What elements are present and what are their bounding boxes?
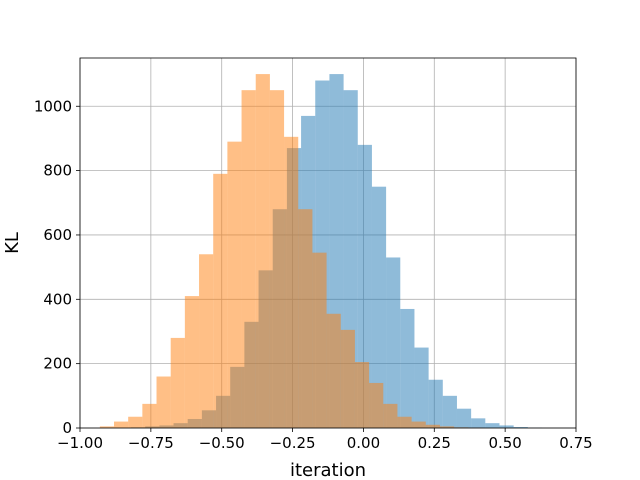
x-axis-ticks: −1.00 −0.75 −0.50 −0.25 0.00 0.25 0.50 0.75 [57, 428, 593, 452]
histogram-bar-series-2 [142, 403, 157, 428]
plot-frame [79, 57, 577, 429]
histogram-bar-series-2 [425, 424, 440, 428]
x-tick-label: 0.50 [488, 434, 521, 452]
histogram-bar-series-1 [414, 347, 429, 428]
y-axis-label: KL [2, 232, 23, 254]
histogram-bar-series-2 [170, 337, 185, 428]
y-tick-label: 1000 [34, 97, 72, 115]
histogram-bar-series-2 [369, 382, 384, 428]
histogram-bar-series-2 [397, 416, 412, 428]
y-axis-ticks: 0 200 400 600 800 1000 [34, 97, 80, 437]
histogram-bar-series-2 [269, 90, 285, 428]
histogram-bar-series-2 [326, 313, 341, 428]
x-axis-label: iteration [290, 460, 366, 480]
x-tick-label: −0.75 [128, 434, 174, 452]
histogram-bar-series-2 [199, 254, 214, 428]
histogram-bar-series-2 [354, 362, 370, 428]
histogram-bar-series-2 [298, 209, 313, 428]
x-tick-label: 0.25 [418, 434, 451, 452]
histogram-bar-series-1 [471, 418, 486, 428]
histogram-bar-series-1 [428, 379, 443, 428]
histogram-bar-series-1 [386, 257, 401, 428]
x-tick-label: −0.25 [270, 434, 316, 452]
histogram-bar-series-1 [400, 308, 415, 428]
histogram-bar-series-2 [255, 74, 270, 428]
histogram-bar-series-2 [99, 426, 115, 428]
histogram-bar-series-2 [156, 376, 171, 428]
histogram-bar-series-2 [213, 173, 228, 428]
histogram-bar-series-1 [485, 423, 500, 428]
x-tick-label: −0.50 [199, 434, 245, 452]
histogram-bar-series-2 [411, 421, 426, 428]
x-tick-label: 0.75 [559, 434, 592, 452]
histogram-bar-series-2 [284, 136, 299, 428]
histogram-bar-series-1 [499, 425, 514, 428]
y-tick-label: 0 [62, 419, 72, 437]
histogram-bar-series-2 [383, 403, 398, 428]
histogram-bar-series-2 [312, 252, 327, 428]
y-tick-label: 400 [43, 290, 72, 308]
y-tick-label: 200 [43, 355, 72, 373]
y-tick-label: 800 [43, 162, 72, 180]
histogram-bars [99, 74, 542, 429]
histogram-bar-series-2 [128, 416, 143, 428]
x-tick-label: −1.00 [57, 434, 103, 452]
histogram-bar-series-2 [241, 90, 256, 428]
histogram-bar-series-2 [227, 141, 242, 429]
histogram-bar-series-1 [513, 427, 528, 428]
x-tick-label: 0.00 [347, 434, 380, 452]
histogram-bar-series-1 [442, 395, 457, 428]
histogram-bar-series-2 [439, 426, 455, 428]
histogram-bar-series-2 [184, 296, 200, 428]
histogram-bar-series-1 [456, 408, 472, 428]
histogram-bar-series-2 [114, 421, 129, 428]
y-tick-label: 600 [43, 226, 72, 244]
histogram-bar-series-2 [340, 329, 355, 428]
histogram-bar-series-1 [371, 186, 387, 428]
histogram-bar-series-1 [357, 144, 372, 428]
